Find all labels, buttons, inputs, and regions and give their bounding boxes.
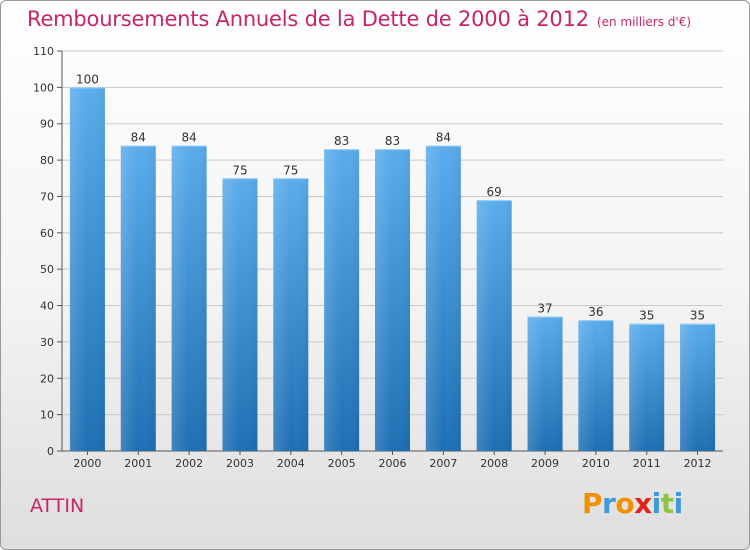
x-tick-label: 2011 <box>633 457 661 470</box>
y-tick-label: 10 <box>40 409 54 422</box>
bar-shine <box>171 145 207 451</box>
x-tick-label: 2010 <box>582 457 610 470</box>
logo-letter: i <box>651 487 662 520</box>
x-tick-label: 2009 <box>531 457 559 470</box>
y-tick-label: 40 <box>40 300 54 313</box>
data-label: 84 <box>131 131 146 145</box>
bar-shine <box>273 178 309 452</box>
y-tick-label: 110 <box>33 45 54 58</box>
bars <box>69 87 716 452</box>
bar-shine <box>375 149 410 451</box>
x-tick-label: 2003 <box>226 457 254 470</box>
data-label: 37 <box>537 301 552 315</box>
bar-shine <box>476 200 512 451</box>
logo-letter: t <box>660 487 674 520</box>
y-tick-label: 70 <box>40 190 54 203</box>
data-label: 75 <box>232 163 247 177</box>
bar-shine <box>324 149 360 451</box>
x-tick-label: 2001 <box>124 457 152 470</box>
title-row: Remboursements Annuels de la Dette de 20… <box>27 7 691 31</box>
bar-shine <box>69 87 105 451</box>
x-tick-label: 2012 <box>684 457 712 470</box>
y-tick-label: 100 <box>33 81 54 94</box>
data-label: 84 <box>436 131 451 145</box>
y-tick-label: 80 <box>40 154 54 167</box>
y-tick-label: 20 <box>40 372 54 385</box>
labels: 0 10 20 30 40 50 60 70 80 90 100 110 100 2000 84 2001 84… <box>33 45 712 470</box>
x-tick-label: 2002 <box>175 457 203 470</box>
y-tick-label: 90 <box>40 118 54 131</box>
y-tick-label: 60 <box>40 227 54 240</box>
logo-letter: o <box>615 487 635 520</box>
data-label: 35 <box>639 309 654 323</box>
data-label: 75 <box>283 163 298 177</box>
bar-shine <box>680 323 716 451</box>
chart-subtitle: (en milliers d'€) <box>596 15 692 29</box>
bar-shine <box>120 145 156 451</box>
bar-shine <box>527 316 563 451</box>
y-tick-label: 0 <box>47 445 54 458</box>
data-label: 83 <box>334 134 349 148</box>
x-tick-label: 2000 <box>73 457 101 470</box>
data-label: 83 <box>385 134 400 148</box>
bar-shine <box>578 320 614 451</box>
data-label: 100 <box>76 72 99 86</box>
x-tick-label: 2006 <box>379 457 407 470</box>
logo-letter: r <box>602 487 616 520</box>
y-tick-label: 30 <box>40 336 54 349</box>
x-tick-label: 2007 <box>429 457 457 470</box>
data-label: 84 <box>181 131 196 145</box>
logo-letter: i <box>673 487 684 520</box>
bar-shine <box>222 178 258 452</box>
x-tick-label: 2008 <box>480 457 508 470</box>
bar-shine <box>629 323 665 451</box>
x-tick-label: 2004 <box>277 457 305 470</box>
logo-letter: x <box>634 487 652 520</box>
data-label: 36 <box>588 305 603 319</box>
data-label: 69 <box>487 185 502 199</box>
commune-name: ATTIN <box>30 495 85 517</box>
chart-title: Remboursements Annuels de la Dette de 20… <box>27 7 589 31</box>
logo-letter: P <box>582 487 603 520</box>
y-tick-label: 50 <box>40 263 54 276</box>
x-tick-label: 2005 <box>328 457 356 470</box>
bar-shine <box>425 145 461 451</box>
data-label: 35 <box>690 309 705 323</box>
proxiti-logo: Proxiti <box>582 487 683 520</box>
